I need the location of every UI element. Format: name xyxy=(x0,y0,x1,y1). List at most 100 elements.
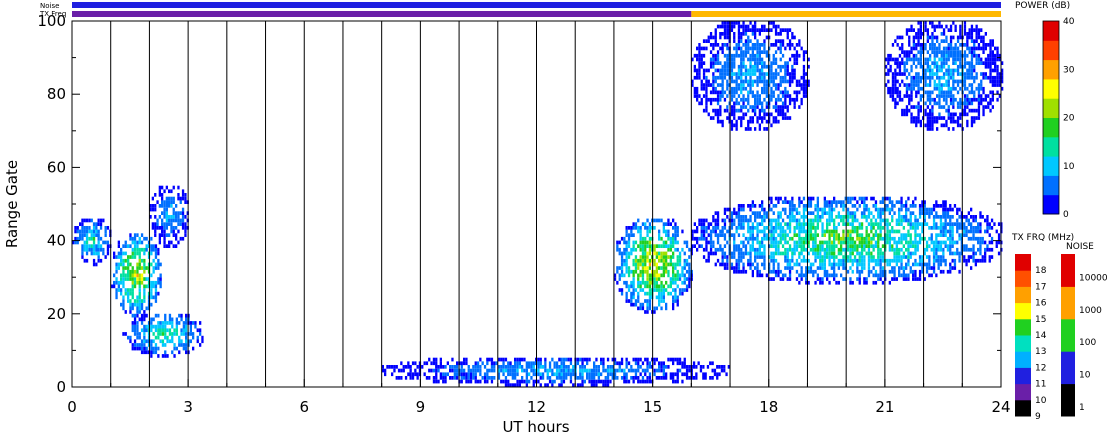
echo-cell-5 xyxy=(719,244,722,248)
echo-cell-5 xyxy=(967,229,970,234)
echo-cell-5 xyxy=(761,207,764,212)
echo-cell-5 xyxy=(907,222,910,226)
echo-cell-7 xyxy=(735,46,738,51)
echo-cell-8 xyxy=(926,105,929,109)
echo-cell-1 xyxy=(124,291,127,296)
echo-cell-1 xyxy=(117,244,120,248)
echo-cell-3 xyxy=(161,204,164,208)
echo-cell-8 xyxy=(991,43,994,47)
echo-cell-4 xyxy=(665,280,668,285)
echo-cell-3 xyxy=(163,236,166,241)
echo-cell-5 xyxy=(723,236,727,241)
echo-cell-5 xyxy=(814,240,817,245)
echo-cell-4 xyxy=(674,262,677,267)
echo-cell-5 xyxy=(761,273,764,278)
echo-cell-1 xyxy=(131,295,134,300)
x-tick-label: 18 xyxy=(759,398,778,416)
echo-cell-5 xyxy=(977,258,980,263)
echo-cell-1 xyxy=(129,269,132,274)
echo-cell-4 xyxy=(632,269,635,274)
echo-cell-1 xyxy=(117,288,120,292)
echo-cell-5 xyxy=(807,251,810,256)
echo-cell-5 xyxy=(944,226,947,230)
echo-cell-5 xyxy=(751,222,754,226)
echo-cell-8 xyxy=(942,53,946,58)
echo-cell-7 xyxy=(751,46,754,51)
echo-cell-7 xyxy=(795,79,799,84)
echo-cell-5 xyxy=(765,226,768,230)
echo-cell-3 xyxy=(163,233,166,237)
echo-cell-5 xyxy=(932,222,936,226)
echo-cell-7 xyxy=(751,90,754,95)
echo-cell-8 xyxy=(945,97,948,102)
echo-cell-8 xyxy=(936,46,939,51)
echo-cell-3 xyxy=(177,196,180,201)
echo-cell-7 xyxy=(712,97,715,102)
echo-cell-6 xyxy=(384,372,387,377)
echo-cell-6 xyxy=(581,372,584,377)
echo-cell-5 xyxy=(826,273,829,278)
echo-cell-7 xyxy=(754,32,757,36)
echo-cell-5 xyxy=(737,218,741,223)
echo-cell-5 xyxy=(819,255,822,259)
echo-cell-1 xyxy=(157,258,160,263)
echo-cell-8 xyxy=(910,105,913,109)
echo-cell-8 xyxy=(966,123,969,128)
echo-cell-4 xyxy=(655,273,658,278)
echo-cell-7 xyxy=(791,43,794,47)
echo-cell-4 xyxy=(625,295,628,300)
echo-cell-5 xyxy=(928,255,931,259)
echo-cell-3 xyxy=(149,207,152,212)
echo-cell-6 xyxy=(463,372,466,377)
echo-cell-8 xyxy=(984,64,987,69)
echo-cell-5 xyxy=(791,247,794,252)
echo-cell-7 xyxy=(784,86,787,91)
echo-cell-3 xyxy=(165,244,168,248)
echo-cell-7 xyxy=(733,86,736,91)
echo-cell-8 xyxy=(940,83,943,87)
echo-cell-5 xyxy=(816,277,819,281)
echo-cell-7 xyxy=(765,53,768,58)
echo-cell-5 xyxy=(809,211,813,215)
echo-cell-5 xyxy=(777,222,780,226)
echo-cell-6 xyxy=(606,372,610,377)
echo-cell-4 xyxy=(672,226,675,230)
echo-cell-5 xyxy=(995,240,998,245)
echo-cell-8 xyxy=(940,75,943,80)
echo-cell-7 xyxy=(800,46,803,51)
echo-cell-5 xyxy=(874,218,878,223)
echo-cell-4 xyxy=(676,273,679,278)
echo-cell-5 xyxy=(867,211,871,215)
echo-cell-2 xyxy=(136,328,139,333)
echo-cell-7 xyxy=(723,68,727,73)
echo-cell-1 xyxy=(124,288,127,292)
echo-cell-5 xyxy=(723,233,727,237)
echo-cell-5 xyxy=(791,196,794,201)
echo-cell-4 xyxy=(646,269,649,274)
echo-cell-8 xyxy=(973,119,976,124)
echo-cell-5 xyxy=(765,236,768,241)
echo-cell-6 xyxy=(637,379,640,384)
echo-cell-6 xyxy=(500,365,503,369)
echo-cell-6 xyxy=(695,372,698,377)
echo-cell-0 xyxy=(104,233,107,237)
echo-cell-3 xyxy=(175,211,178,215)
echo-cell-5 xyxy=(977,226,980,230)
echo-cell-0 xyxy=(85,218,89,223)
echo-cell-4 xyxy=(676,284,679,289)
echo-cell-5 xyxy=(977,240,980,245)
echo-cell-8 xyxy=(959,79,962,84)
echo-cell-8 xyxy=(898,61,902,65)
echo-cell-4 xyxy=(676,240,679,245)
echo-cell-5 xyxy=(823,258,826,263)
echo-cell-5 xyxy=(935,273,938,278)
echo-cell-8 xyxy=(977,105,981,109)
echo-cell-8 xyxy=(991,75,994,80)
echo-cell-4 xyxy=(669,255,672,259)
echo-cell-5 xyxy=(772,269,775,274)
echo-cell-1 xyxy=(133,277,137,281)
echo-cell-8 xyxy=(905,83,909,87)
echo-cell-5 xyxy=(930,240,933,245)
echo-cell-5 xyxy=(833,196,836,201)
echo-cell-4 xyxy=(683,266,686,270)
